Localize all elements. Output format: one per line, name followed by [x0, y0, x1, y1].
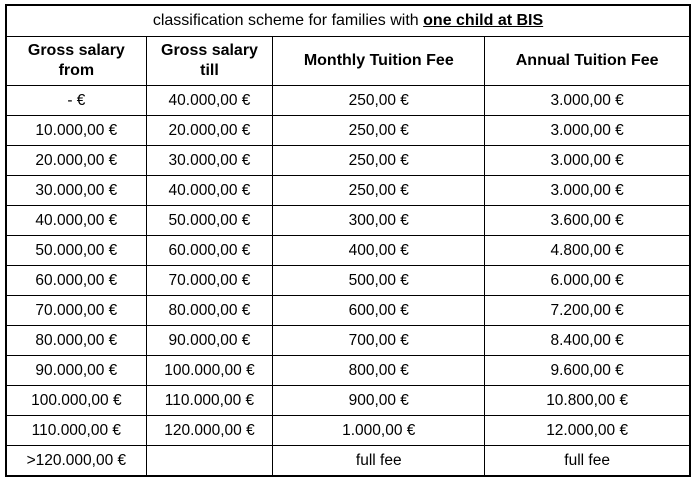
table-title: classification scheme for families with …: [5, 4, 691, 37]
col-header-gross-salary-till: Gross salary till: [145, 36, 274, 86]
table-row: 100.000,00 € 110.000,00 € 900,00 € 10.80…: [5, 385, 691, 416]
cell-monthly-fee: full fee: [272, 445, 486, 477]
cell-annual-fee: 10.800,00 €: [484, 385, 691, 416]
cell-annual-fee: 3.000,00 €: [484, 85, 691, 116]
cell-salary-till: 90.000,00 €: [145, 325, 274, 356]
title-emphasis: one child at BIS: [423, 12, 544, 29]
table-row: - € 40.000,00 € 250,00 € 3.000,00 €: [5, 85, 691, 116]
cell-salary-from: 30.000,00 €: [5, 175, 147, 206]
cell-annual-fee: 9.600,00 €: [484, 355, 691, 386]
cell-annual-fee: full fee: [484, 445, 691, 477]
cell-monthly-fee: 250,00 €: [272, 175, 486, 206]
table-row: 50.000,00 € 60.000,00 € 400,00 € 4.800,0…: [5, 235, 691, 266]
cell-annual-fee: 3.600,00 €: [484, 205, 691, 236]
table-row: 90.000,00 € 100.000,00 € 800,00 € 9.600,…: [5, 355, 691, 386]
table-row: 10.000,00 € 20.000,00 € 250,00 € 3.000,0…: [5, 115, 691, 146]
cell-monthly-fee: 900,00 €: [272, 385, 486, 416]
cell-monthly-fee: 800,00 €: [272, 355, 486, 386]
cell-salary-till: 120.000,00 €: [145, 415, 274, 446]
cell-salary-from: 80.000,00 €: [5, 325, 147, 356]
cell-salary-from: 110.000,00 €: [5, 415, 147, 446]
table-row: 70.000,00 € 80.000,00 € 600,00 € 7.200,0…: [5, 295, 691, 326]
cell-monthly-fee: 250,00 €: [272, 115, 486, 146]
cell-monthly-fee: 1.000,00 €: [272, 415, 486, 446]
table-row: 110.000,00 € 120.000,00 € 1.000,00 € 12.…: [5, 415, 691, 446]
cell-annual-fee: 7.200,00 €: [484, 295, 691, 326]
cell-salary-from: 50.000,00 €: [5, 235, 147, 266]
cell-annual-fee: 12.000,00 €: [484, 415, 691, 446]
cell-annual-fee: 3.000,00 €: [484, 145, 691, 176]
cell-annual-fee: 3.000,00 €: [484, 175, 691, 206]
table-row: 80.000,00 € 90.000,00 € 700,00 € 8.400,0…: [5, 325, 691, 356]
cell-salary-till: 30.000,00 €: [145, 145, 274, 176]
cell-monthly-fee: 250,00 €: [272, 145, 486, 176]
cell-salary-till: 20.000,00 €: [145, 115, 274, 146]
table-row: 20.000,00 € 30.000,00 € 250,00 € 3.000,0…: [5, 145, 691, 176]
table-row: 40.000,00 € 50.000,00 € 300,00 € 3.600,0…: [5, 205, 691, 236]
cell-monthly-fee: 600,00 €: [272, 295, 486, 326]
cell-annual-fee: 8.400,00 €: [484, 325, 691, 356]
cell-salary-till: 80.000,00 €: [145, 295, 274, 326]
cell-salary-till: 70.000,00 €: [145, 265, 274, 296]
cell-salary-from: >120.000,00 €: [5, 445, 147, 477]
col-header-monthly-tuition-fee: Monthly Tuition Fee: [272, 36, 486, 86]
cell-salary-from: 20.000,00 €: [5, 145, 147, 176]
cell-monthly-fee: 250,00 €: [272, 85, 486, 116]
cell-monthly-fee: 500,00 €: [272, 265, 486, 296]
title-text: classification scheme for families with: [152, 12, 424, 29]
header-row: Gross salary from Gross salary till Mont…: [5, 36, 691, 86]
cell-salary-till: 110.000,00 €: [145, 385, 274, 416]
col-header-annual-tuition-fee: Annual Tuition Fee: [484, 36, 691, 86]
col-header-gross-salary-from: Gross salary from: [5, 36, 147, 86]
cell-monthly-fee: 700,00 €: [272, 325, 486, 356]
cell-salary-till: 100.000,00 €: [145, 355, 274, 386]
cell-salary-from: 100.000,00 €: [5, 385, 147, 416]
cell-salary-from: 10.000,00 €: [5, 115, 147, 146]
cell-salary-till: 40.000,00 €: [145, 175, 274, 206]
table-row: >120.000,00 € full fee full fee: [5, 445, 691, 477]
table-row: 60.000,00 € 70.000,00 € 500,00 € 6.000,0…: [5, 265, 691, 296]
table-row: 30.000,00 € 40.000,00 € 250,00 € 3.000,0…: [5, 175, 691, 206]
cell-annual-fee: 4.800,00 €: [484, 235, 691, 266]
cell-salary-from: 90.000,00 €: [5, 355, 147, 386]
cell-annual-fee: 3.000,00 €: [484, 115, 691, 146]
cell-monthly-fee: 300,00 €: [272, 205, 486, 236]
cell-salary-from: 70.000,00 €: [5, 295, 147, 326]
cell-salary-from: - €: [5, 85, 147, 116]
cell-salary-from: 40.000,00 €: [5, 205, 147, 236]
cell-salary-till: 60.000,00 €: [145, 235, 274, 266]
cell-monthly-fee: 400,00 €: [272, 235, 486, 266]
cell-salary-from: 60.000,00 €: [5, 265, 147, 296]
cell-salary-till: 40.000,00 €: [145, 85, 274, 116]
cell-salary-till: [145, 445, 274, 477]
title-row: classification scheme for families with …: [5, 4, 691, 37]
cell-annual-fee: 6.000,00 €: [484, 265, 691, 296]
cell-salary-till: 50.000,00 €: [145, 205, 274, 236]
tuition-classification-table: classification scheme for families with …: [5, 4, 691, 477]
